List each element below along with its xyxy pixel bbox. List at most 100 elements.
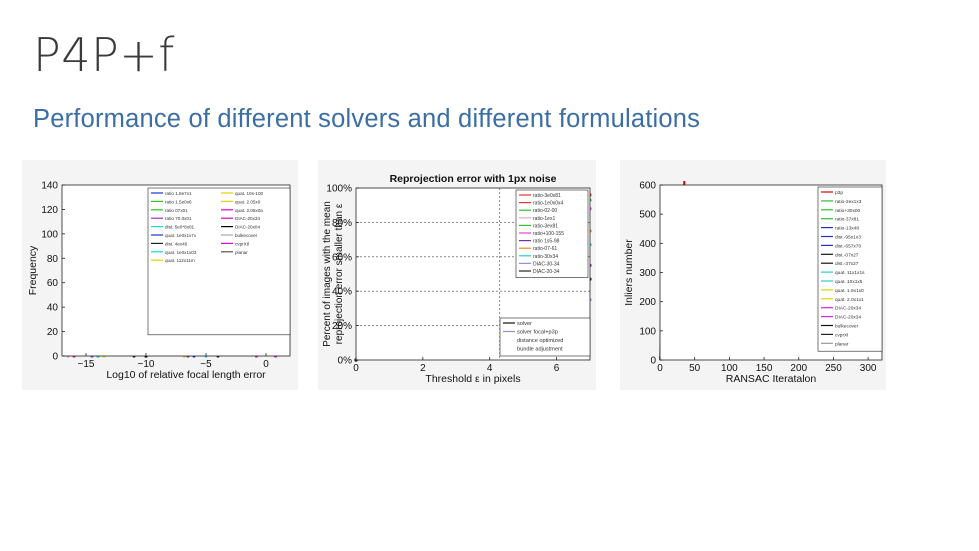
y-axis-label: Inliers number [623, 239, 635, 306]
legend-label: ratio+30x00 [835, 208, 861, 214]
y-tick-label: 400 [639, 239, 656, 250]
x-axis-label: RANSAC Iteratalon [726, 373, 817, 385]
legend-label: dist. 5e0*8x01 [165, 225, 195, 230]
y-tick-label: 40 [47, 303, 59, 314]
legend-label: quat. 10x1x5 [835, 279, 863, 285]
legend-label: solver [517, 321, 532, 327]
chart-title: Reprojection error with 1px noise [390, 173, 557, 185]
x-tick-label: 2 [420, 363, 426, 374]
x-tick-label: 0 [657, 363, 663, 374]
legend-label: dist.-37x27 [835, 261, 859, 267]
legend-label: cvprXl [835, 332, 848, 338]
legend-box [499, 317, 591, 357]
y-tick-label: 20 [47, 327, 59, 338]
legend-label: ratio-13x48 [835, 226, 859, 232]
focal-error-chart: −15 −10 −5 0 0 20 40 60 80 100 120 140 Log10 of rela… [22, 160, 298, 390]
y-tick-label: 100 [41, 229, 58, 240]
legend-label: DIAC-30-34 [533, 261, 560, 267]
legend-label: ratio-3e0x81 [533, 193, 561, 199]
x-tick-label: 250 [825, 363, 842, 374]
y-axis-label: Percent of images with the mean [322, 201, 333, 347]
slide-subtitle: Performance of different solvers and dif… [33, 105, 701, 133]
legend-label: solver focal+p3p [517, 330, 558, 336]
legend-label: dist.-07x27 [835, 252, 859, 258]
legend-label: ratio 1.5e0x6 [165, 199, 192, 204]
y-tick-label: 40% [332, 287, 352, 298]
y-tick-label: 140 [41, 181, 58, 192]
y-axis-label: reprojection error smaller than ε [334, 203, 345, 344]
legend-label: dist.-95x1x3 [835, 235, 861, 241]
legend-label: cvprXtl [235, 241, 249, 246]
y-tick-label: 20% [332, 321, 352, 332]
x-tick-label: −15 [78, 359, 95, 370]
y-axis-label: Frequency [27, 245, 39, 295]
legend-label: DIAC-20x04 [235, 225, 260, 230]
legend-label: ratio-30x34 [533, 254, 558, 260]
legend-label: ratio-3ex81 [533, 223, 558, 229]
y-tick-label: 60 [47, 278, 59, 289]
legend-label: bulkecover [235, 233, 258, 238]
legend-label: quat. 1.6x1x0 [835, 288, 864, 294]
y-tick-label: 80 [47, 254, 59, 265]
y-tick-label: 300 [639, 268, 656, 279]
legend-label: dist. 4ex46 [165, 241, 188, 246]
legend-label: distance optimized [517, 338, 563, 344]
x-tick-label: 0 [263, 359, 269, 370]
x-tick-label: 300 [860, 363, 877, 374]
legend-label: DIAC-20x34 [835, 315, 861, 321]
legend-label: ratio-2ex1x3 [835, 199, 862, 205]
x-axis-label: Log10 of relative focal length error [106, 369, 266, 381]
legend-label: p3p [835, 190, 843, 196]
legend-label: ratio-1e0x0x4 [533, 201, 564, 207]
y-tick-label: 0 [52, 352, 58, 363]
legend-label: dist.-657x70 [835, 243, 861, 249]
legend-label: ratio 70.0x01 [165, 216, 192, 221]
legend-label: DIAC-20x34 [835, 306, 861, 312]
legend-label: bundle adjustment [517, 347, 563, 353]
legend-label: DIAC-20-34 [533, 269, 560, 275]
legend-label: quat. 112x11m [165, 258, 195, 263]
x-tick-label: −10 [138, 359, 155, 370]
y-tick-label: 0 [650, 356, 656, 367]
legend-label: planar [835, 341, 849, 347]
legend-label: quat. 10s-100 [235, 191, 264, 196]
legend-label: quat. 11x1x1s [835, 270, 865, 276]
legend-label: quat. 2.0x1x1 [835, 297, 864, 303]
y-tick-label: 200 [639, 297, 656, 308]
legend-label: ratio-1ex1 [533, 216, 555, 222]
legend-label: ratio-02-00 [533, 208, 557, 214]
y-tick-label: 500 [639, 210, 656, 221]
x-tick-label: 4 [487, 363, 493, 374]
legend-label: bulkecover [835, 324, 859, 330]
legend-label: ratio-07-61 [533, 246, 557, 252]
legend-box [147, 187, 291, 336]
legend-label: ratio 1s5-98 [533, 239, 560, 245]
y-tick-label: 100 [639, 326, 656, 337]
legend-label: quat. 2.05x0a [235, 208, 263, 213]
legend-label: ratio+100-155 [533, 231, 564, 237]
x-tick-label: 6 [554, 363, 560, 374]
legend-box [817, 186, 883, 352]
x-tick-label: 50 [689, 363, 701, 374]
x-axis-label: Threshold ε in pixels [425, 373, 520, 385]
y-tick-label: 80% [332, 218, 352, 229]
x-tick-label: 200 [790, 363, 807, 374]
legend-label: ratio 07x01 [165, 208, 188, 213]
x-tick-label: 150 [756, 363, 773, 374]
y-tick-label: 100% [326, 184, 352, 195]
legend-label: ratio-37x81 [835, 217, 859, 223]
y-tick-label: 120 [41, 205, 58, 216]
x-tick-label: 0 [353, 363, 359, 374]
y-tick-label: 600 [639, 181, 656, 192]
legend-label: DIAC-20x34 [235, 216, 260, 221]
reprojection-error-chart: 0 2 4 60%20%40%60%80%100%Threshold ε in pix… [318, 160, 596, 390]
slide-title: P4P+f [33, 28, 175, 82]
legend-label: quat. 1e0x1x7x [165, 233, 197, 238]
legend-label: planar [235, 250, 248, 255]
y-tick-label: 60% [332, 252, 352, 263]
legend-label: quat. 1e0x1x03 [165, 250, 197, 255]
legend-label: quat. 2.05x0 [235, 199, 261, 204]
x-tick-label: 100 [721, 363, 738, 374]
ransac-inliers-chart: 0 50 100 150 200 250 300 0 100 200 300 400 500 600 RAN… [620, 160, 886, 390]
y-tick-label: 0% [338, 356, 353, 367]
